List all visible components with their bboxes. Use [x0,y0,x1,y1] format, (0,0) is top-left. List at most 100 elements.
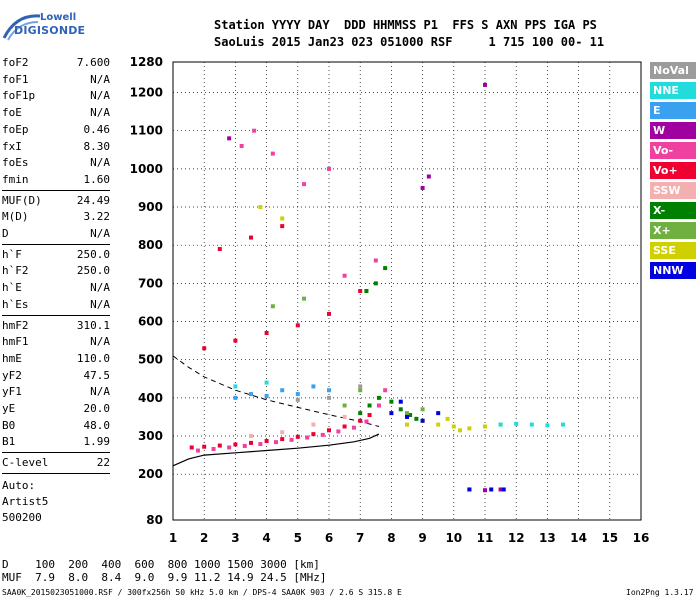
param-row: MUF(D) 24.49 [2,193,110,210]
echo-point [227,445,232,450]
echo-point [264,438,269,443]
param-name: fxI [2,139,22,153]
echo-point [189,445,194,450]
y-tick-label: 1000 [130,162,163,176]
legend-item-vo: Vo- [650,142,696,159]
param-value: N/A [90,89,110,103]
echo-point [364,419,369,424]
echo-point [398,399,403,404]
echo-point [364,289,369,293]
param-name: D [2,227,9,240]
echo-point [501,487,506,492]
param-name: MUF(D) [2,193,42,207]
echo-point [295,392,300,397]
param-name: B1 [2,435,16,449]
param-name: fmin [2,172,29,186]
param-value: N/A [90,297,110,311]
param-value: N/A [90,385,110,399]
lowell-digisonde-logo: Lowell DIGISONDE [0,6,90,41]
echo-point [242,443,247,448]
echo-point [451,424,456,429]
echo-point [327,311,331,316]
y-tick-label: 900 [138,200,163,214]
legend-item-x: X- [650,202,696,219]
echo-point [233,442,238,447]
param-name: foEs [2,156,29,170]
echo-point [249,434,253,439]
echo-point [358,289,363,293]
echo-point [295,397,300,402]
param-row: h`E N/A [2,280,110,297]
param-row: B0 48.0 [2,418,110,435]
echo-point [270,151,275,156]
echo-point [252,128,257,133]
legend-item-w: W [650,122,696,139]
param-name: h`E [2,281,22,295]
echo-point [233,384,238,389]
echo-point [483,488,487,493]
echo-point [420,418,425,423]
y-tick-label: 1280 [130,55,163,69]
echo-point [529,422,534,427]
echo-point [376,395,381,400]
param-divider [2,243,110,245]
echo-point [467,426,472,431]
x-tick-label: 2 [200,531,208,545]
echo-point [233,338,238,343]
param-name: h`F [2,247,22,261]
echo-point [398,407,403,412]
echo-point [264,330,269,335]
y-tick-label: 80 [146,513,163,527]
echo-point [311,384,316,389]
echo-point [227,136,232,141]
param-value: N/A [90,335,110,349]
echo-point [342,403,347,408]
y-tick-label: 700 [138,276,163,290]
echo-point [327,428,331,433]
autoscaling-info: Auto: Artist5 500200 [2,478,48,526]
x-tick-label: 12 [508,531,525,545]
param-divider [2,314,110,316]
param-name: hmF2 [2,318,29,332]
param-row: C-level 22 [2,455,110,472]
param-row: foF2 7.600 [2,55,110,72]
param-row: B1 1.99 [2,434,110,451]
echo-point [367,403,372,408]
echo-point [389,411,394,416]
echo-point [367,413,372,418]
param-row: hmF1 N/A [2,334,110,351]
param-row: yF2 47.5 [2,368,110,385]
param-row: M(D) 3.22 [2,209,110,226]
y-tick-label: 1100 [130,124,163,138]
autoscaling-line2: Artist5 [2,494,49,508]
station-header-values: SaoLuis 2015 Jan23 023 051000 RSF 1 715 … [214,35,605,49]
logo-line1: Lowell [40,12,77,23]
echo-point [280,224,285,229]
autoscaling-line3: 500200 [2,510,42,524]
echo-point [270,304,275,309]
echo-point [373,281,378,286]
x-tick-label: 1 [169,531,177,545]
x-tick-label: 13 [539,531,556,545]
param-divider [2,452,110,454]
y-tick-label: 200 [138,467,163,481]
echo-point [249,235,253,240]
y-tick-label: 600 [138,315,163,329]
param-value: 0.46 [83,122,111,136]
echo-point [289,437,294,442]
echo-point [280,216,285,221]
legend-item-nnw: NNW [650,262,696,279]
echo-point [426,174,431,179]
echo-point [351,425,356,430]
param-value: 48.0 [83,418,111,432]
param-row: hmE 110.0 [2,351,110,368]
param-row: foEp 0.46 [2,122,110,139]
param-value: 3.22 [83,210,111,224]
echo-point [211,447,216,452]
plot-frame [172,61,642,521]
x-tick-label: 4 [262,531,270,545]
y-tick-label: 800 [138,238,163,252]
param-row: h`Es N/A [2,297,110,314]
profile-curve [172,433,380,467]
